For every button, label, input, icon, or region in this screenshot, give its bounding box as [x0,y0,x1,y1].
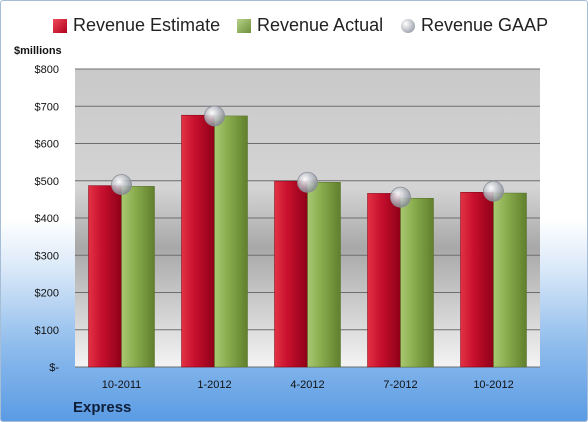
legend-item-actual: Revenue Actual [237,15,383,36]
x-tick-label: 7-2012 [383,379,417,391]
bar-revenue-actual [307,181,341,368]
bar-revenue-estimate [181,114,215,368]
y-tick-label: $300 [35,250,59,262]
x-tick-label: 1-2012 [197,379,231,391]
legend: Revenue Estimate Revenue Actual Revenue … [1,15,587,43]
point-revenue-gaap [297,171,318,193]
company-name: Express [73,399,132,416]
point-revenue-gaap [111,174,132,195]
point-revenue-gaap [204,105,225,127]
x-tick-label: 10-2011 [102,379,142,391]
bar-revenue-actual [493,192,527,368]
bar-revenue-actual [400,198,434,368]
legend-swatch-actual [237,18,251,33]
bar-revenue-estimate [367,193,401,368]
legend-item-estimate: Revenue Estimate [53,15,220,36]
y-tick-label: $500 [35,176,59,188]
y-tick-label: $200 [35,288,59,300]
y-tick-label: $600 [35,139,59,151]
y-tick-label: $400 [35,213,59,225]
y-tick-label: $700 [35,101,59,113]
legend-label-estimate: Revenue Estimate [73,15,221,35]
point-revenue-gaap [483,180,504,202]
y-tick-label: $- [49,362,59,374]
x-tick-label: 4-2012 [290,379,324,391]
bar-revenue-actual [121,186,155,368]
bar-revenue-estimate [460,192,494,368]
y-tick-label: $800 [35,64,59,76]
legend-swatch-gaap [401,18,415,33]
bar-revenue-estimate [88,185,122,368]
x-tick-label: 10-2012 [473,379,513,391]
y-tick-label: $100 [35,325,59,337]
bar-revenue-actual [214,115,248,368]
legend-label-actual: Revenue Actual [257,15,384,35]
y-axis-unit-label: $millions [14,45,62,57]
legend-label-gaap: Revenue GAAP [421,15,549,35]
legend-item-gaap: Revenue GAAP [401,15,548,36]
point-revenue-gaap [390,186,411,208]
legend-swatch-estimate [53,18,67,33]
bar-revenue-estimate [274,180,308,368]
